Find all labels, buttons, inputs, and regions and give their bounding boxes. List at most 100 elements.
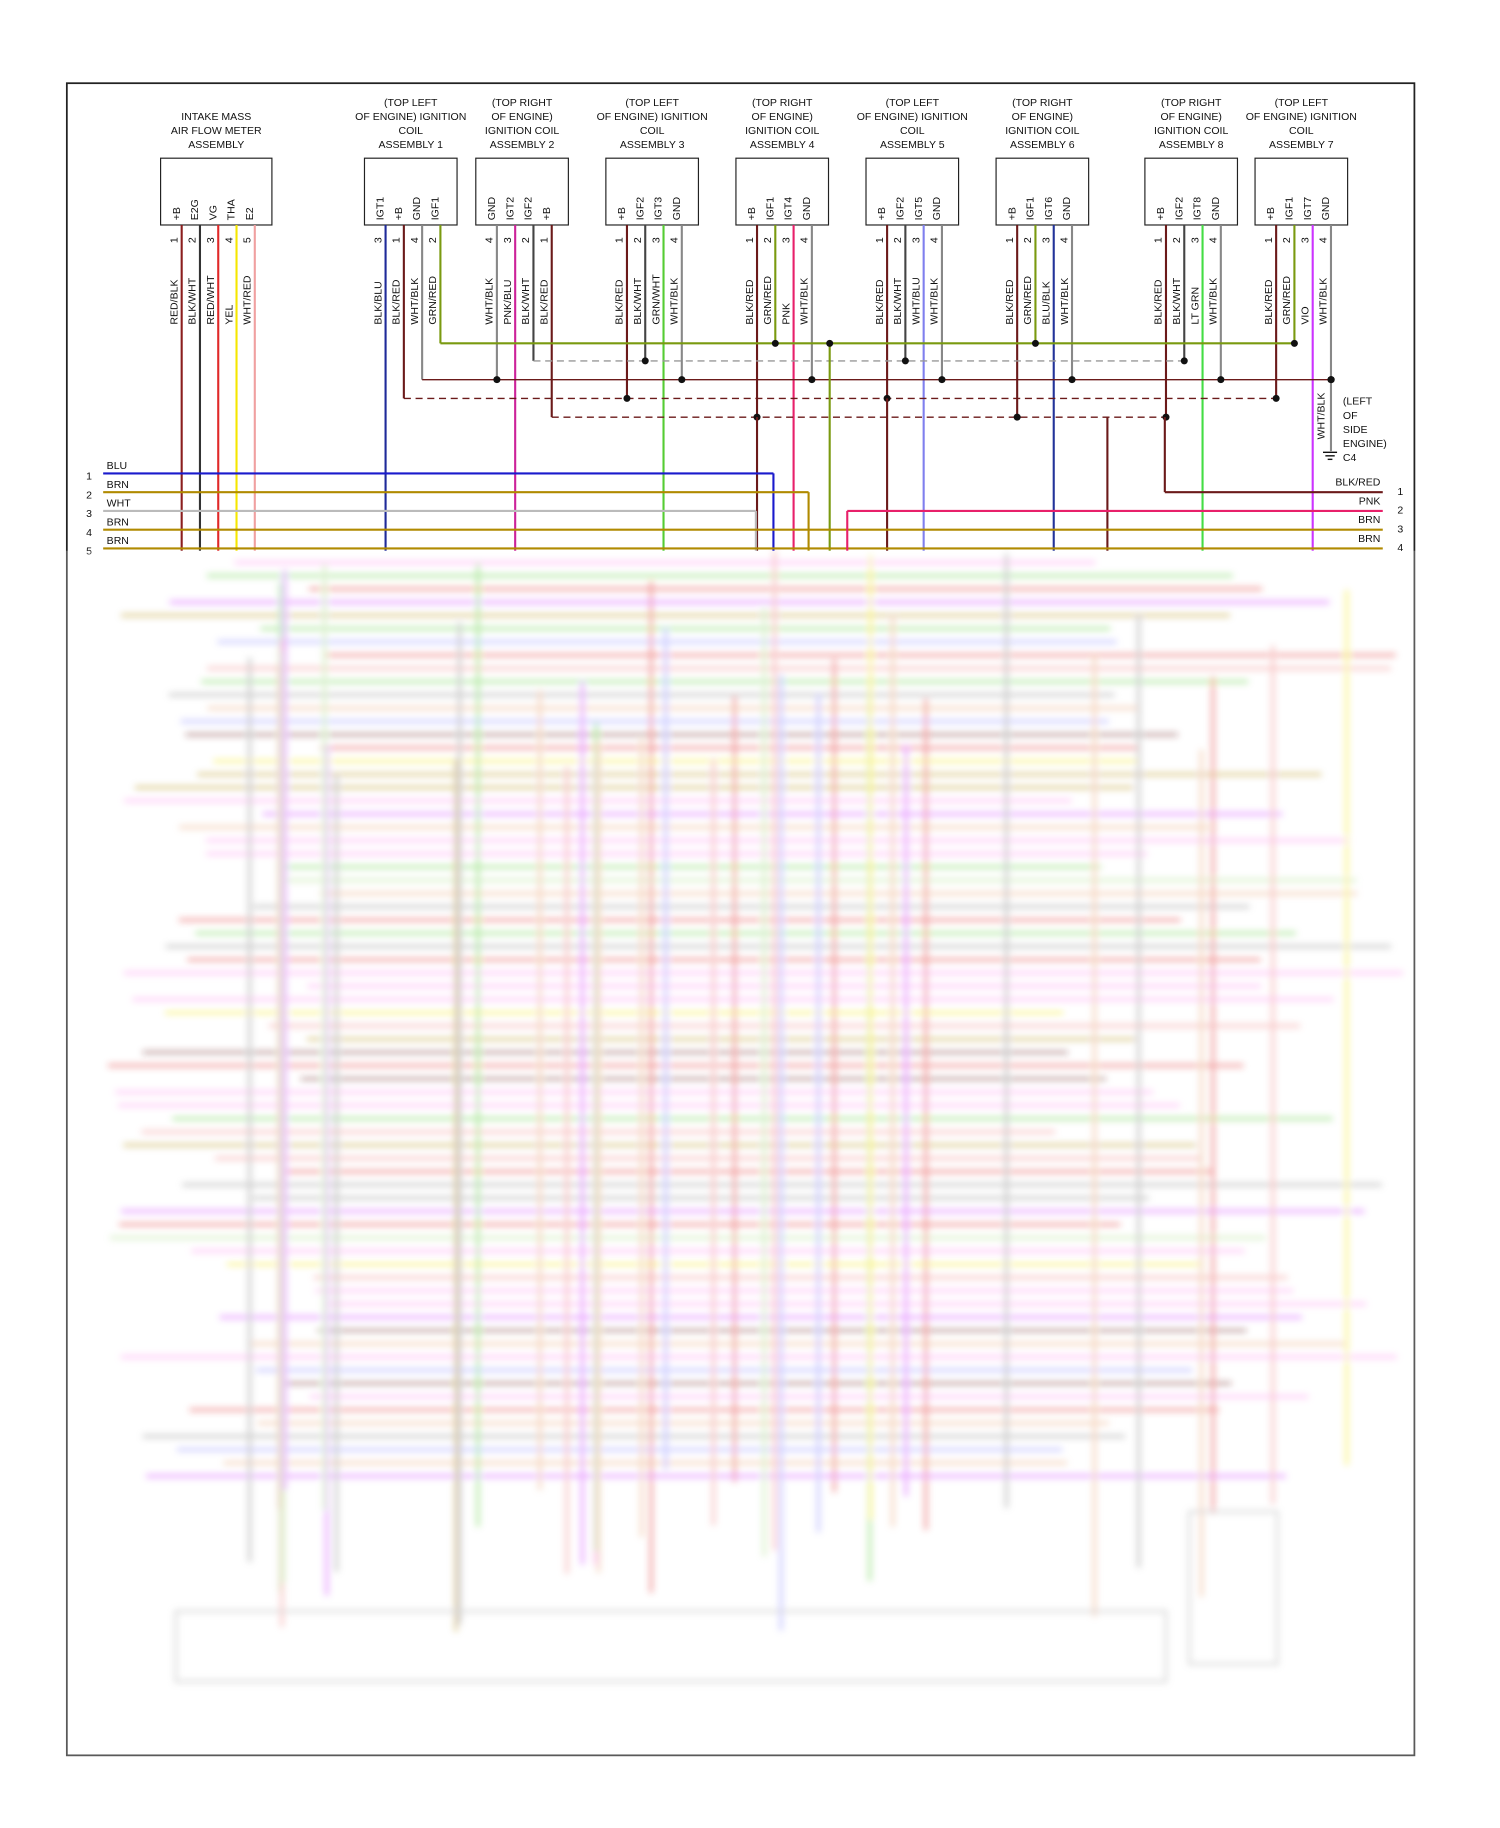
- pin-number: 4: [409, 237, 421, 243]
- wire-color: WHT/BLK: [929, 278, 941, 325]
- wire-color: WHT/BLK: [484, 278, 496, 325]
- ground-label: SIDE: [1343, 424, 1368, 436]
- pin-name: IGT6: [1043, 197, 1055, 221]
- junction: [1290, 339, 1298, 347]
- pin-name: IGF1: [1284, 197, 1296, 221]
- component-box: [865, 157, 960, 226]
- pin-name: E2G: [189, 199, 201, 220]
- pin-number: 4: [669, 237, 681, 243]
- wire-color: BLK/RED: [1263, 279, 1275, 324]
- component-label: OF ENGINE): [491, 111, 552, 123]
- pin-name: VG: [207, 205, 219, 220]
- pin-number: 1: [1004, 237, 1016, 243]
- component-label: ASSEMBLY 1: [378, 139, 443, 151]
- junction: [1272, 394, 1280, 402]
- pin-number: 2: [187, 237, 199, 243]
- pin-number: 1: [391, 237, 403, 243]
- upper-region: INTAKE MASS AIR FLOW METER ASSEMBLY +B 1 RED/…: [58, 97, 1418, 1770]
- pin-number: 3: [650, 237, 662, 243]
- pin-number: 3: [205, 237, 217, 243]
- junction: [938, 376, 946, 384]
- component-box: [605, 157, 700, 226]
- wire-color: BLK/RED: [874, 279, 886, 324]
- wire-color: GRN/WHT: [650, 274, 662, 325]
- pin-number: 2: [1281, 237, 1293, 243]
- wire-color: BLU/BLK: [1040, 281, 1052, 324]
- component-label: ASSEMBLY 2: [490, 139, 555, 151]
- wire-color: BLK/RED: [391, 279, 403, 324]
- connector-wire: BLU: [107, 460, 128, 472]
- pin-name: +B: [1155, 207, 1167, 220]
- component-label: ASSEMBLY 3: [620, 139, 685, 151]
- connector-wire: BRN: [107, 516, 129, 528]
- pin-number: 4: [1318, 237, 1330, 243]
- blurred-region: [108, 550, 1403, 1683]
- wire-color: BLK/WHT: [892, 277, 904, 324]
- wire-color: GRN/RED: [1022, 276, 1034, 325]
- pin-number: 2: [1171, 237, 1183, 243]
- pin-number: 2: [427, 237, 439, 243]
- component-label: (TOP LEFT: [1275, 97, 1329, 109]
- frame: [65, 82, 1416, 1757]
- component-label: COIL: [900, 125, 925, 137]
- junction: [826, 339, 834, 347]
- connector-pin: 2: [1397, 505, 1403, 517]
- wire-color: WHT/BLK: [1059, 278, 1071, 325]
- component-label: AIR FLOW METER: [171, 125, 262, 137]
- wire-color: RED/BLK: [168, 280, 180, 325]
- connector-wire: BRN: [1358, 533, 1380, 545]
- pin-number: 4: [484, 237, 496, 243]
- pin-name: GND: [801, 197, 813, 221]
- junction: [641, 357, 649, 365]
- junction: [1031, 339, 1039, 347]
- component-label: IGNITION COIL: [1005, 125, 1079, 137]
- ground-label: ENGINE): [1343, 438, 1387, 450]
- wire-color: BLK/WHT: [520, 277, 532, 324]
- junction: [1327, 376, 1335, 384]
- pin-number: 1: [168, 237, 180, 243]
- junction: [1217, 376, 1225, 384]
- connector-pin: 1: [86, 471, 92, 483]
- wire-color: VIO: [1299, 306, 1311, 324]
- wire-color: BLK/RED: [538, 279, 550, 324]
- junction: [1180, 357, 1188, 365]
- junction: [808, 376, 816, 384]
- component-label: OF ENGINE): [752, 111, 813, 123]
- wire-color: BLK/RED: [1153, 279, 1165, 324]
- component-label: OF ENGINE) IGNITION: [857, 111, 968, 123]
- component-box: [735, 157, 830, 226]
- ground-label: (LEFT: [1343, 396, 1373, 408]
- component-label: (TOP RIGHT: [752, 97, 813, 109]
- component-label: OF ENGINE) IGNITION: [1246, 111, 1357, 123]
- wire-color: YEL: [223, 305, 235, 325]
- pin-number: 1: [1153, 237, 1165, 243]
- component-label: OF ENGINE) IGNITION: [355, 111, 466, 123]
- junction: [771, 339, 779, 347]
- pin-number: 2: [1022, 237, 1034, 243]
- component-label: (TOP RIGHT: [492, 97, 553, 109]
- junction: [623, 394, 631, 402]
- connector-pin: 2: [86, 489, 92, 501]
- wire-color: LT GRN: [1189, 287, 1201, 325]
- pin-number: 2: [520, 237, 532, 243]
- wire-color: BLK/WHT: [632, 277, 644, 324]
- pin-name: GND: [486, 197, 498, 221]
- wire-color: GRN/RED: [762, 276, 774, 325]
- component-label: INTAKE MASS: [181, 111, 251, 123]
- wire-color: WHT/BLK: [799, 278, 811, 325]
- component-label: (TOP LEFT: [625, 97, 679, 109]
- wire-color: WHT/BLK: [409, 278, 421, 325]
- pin-number: 2: [892, 237, 904, 243]
- connector-pin: 1: [1397, 486, 1403, 498]
- blurred-box: [1188, 1510, 1279, 1666]
- pin-number: 1: [874, 237, 886, 243]
- pin-name: +B: [876, 207, 888, 220]
- connector-pin: 4: [86, 527, 92, 539]
- pin-name: +B: [1265, 207, 1277, 220]
- pin-name: IGT2: [504, 197, 516, 221]
- component-label: IGNITION COIL: [745, 125, 819, 137]
- component-label: ASSEMBLY 7: [1269, 139, 1334, 151]
- pin-name: IGT4: [783, 197, 795, 221]
